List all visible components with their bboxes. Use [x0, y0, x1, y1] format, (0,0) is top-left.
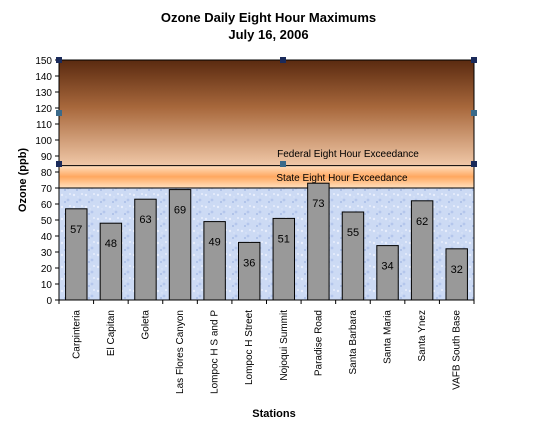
y-tick-label: 140 — [35, 72, 52, 83]
y-tick-label: 100 — [35, 136, 52, 147]
chart-title: Ozone Daily Eight Hour Maximums — [160, 10, 377, 25]
bar — [272, 217, 296, 301]
y-tick-label: 70 — [41, 184, 53, 195]
plot-border — [58, 59, 475, 301]
x-tick-label: Santa Barbara — [348, 310, 359, 375]
y-tick-label: 120 — [35, 104, 52, 115]
bar — [203, 221, 226, 301]
y-tick-label: 20 — [41, 264, 53, 275]
bar — [376, 245, 399, 301]
bar — [341, 211, 365, 301]
state-band-label: State Eight Hour Exceedance — [276, 173, 408, 184]
x-tick-label: Nojoqui Summit — [279, 310, 290, 381]
chart-subtitle: July 16, 2006 — [228, 27, 309, 42]
bar-series: 57 48 63 69 49 36 51 73 55 34 62 32 — [65, 182, 468, 301]
x-tick-label: Las Flores Canyon — [175, 310, 186, 394]
y-axis-title: Ozone (ppb) — [17, 148, 29, 212]
bar-value-label: 51 — [278, 233, 290, 245]
y-tick-label: 80 — [41, 168, 53, 179]
bar-value-label: 48 — [105, 238, 117, 250]
y-tick-label: 60 — [41, 200, 53, 211]
x-tick-label: VAFB South Base — [452, 310, 463, 390]
y-tick-label: 130 — [35, 88, 52, 99]
bar-value-label: 55 — [347, 227, 359, 239]
x-tick-label: Santa Ynez — [417, 310, 428, 362]
bar-value-label: 49 — [209, 237, 221, 249]
bar-value-label: 34 — [381, 261, 393, 273]
bar-value-label: 62 — [416, 216, 428, 228]
bar — [65, 208, 88, 301]
bar-value-label: 63 — [139, 214, 151, 226]
y-tick-label: 50 — [41, 216, 53, 227]
bar-value-label: 32 — [451, 264, 463, 276]
state-exceedance-band — [59, 165, 474, 188]
bar — [237, 241, 261, 301]
y-tick-label: 30 — [41, 248, 53, 259]
x-tick-label: Paradise Road — [313, 310, 324, 376]
x-tick-label: Carpinteria — [71, 310, 82, 359]
x-tick-label: El Capitan — [106, 310, 117, 356]
bar-value-label: 36 — [243, 257, 255, 269]
federal-exceedance-band — [59, 60, 474, 166]
y-tick-label: 150 — [35, 56, 52, 67]
x-tick-label: Santa Maria — [383, 310, 394, 364]
x-axis-title: Stations — [252, 408, 295, 420]
bar-value-label: 57 — [70, 224, 82, 236]
selection-handles[interactable] — [56, 57, 477, 167]
y-tick-label: 0 — [46, 296, 52, 307]
federal-band-label: Federal Eight Hour Exceedance — [277, 149, 419, 160]
bar-value-label: 69 — [174, 205, 186, 217]
y-tick-label: 40 — [41, 232, 53, 243]
x-tick-label: Lompoc H S and P — [210, 310, 221, 394]
y-tick-label: 90 — [41, 152, 53, 163]
x-tick-label: Goleta — [140, 310, 151, 340]
y-tick-label: 10 — [41, 280, 53, 291]
y-tick-label: 110 — [36, 120, 52, 131]
y-axis: 0 10 20 30 40 50 60 70 80 90 100 110 120 130 140 150 — [35, 56, 59, 307]
x-tick-label: Lompoc H Street — [244, 310, 255, 385]
bar-value-label: 73 — [312, 198, 324, 210]
x-axis: Carpinteria El Capitan Goleta Las Flores Ca… — [58, 300, 475, 394]
bar — [99, 222, 123, 301]
